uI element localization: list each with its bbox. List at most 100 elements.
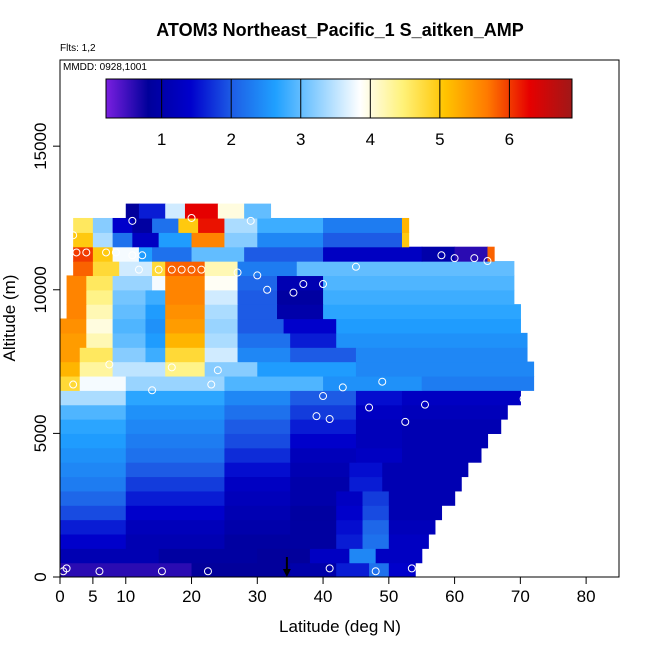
heatmap-cell [375,548,423,564]
heatmap-cell [145,332,166,348]
heatmap-cell [125,519,226,535]
heatmap-cell [165,289,206,305]
colorbar-tick-label: 3 [296,130,305,149]
heatmap-cell [382,476,462,492]
colorbar-tick-label: 1 [157,130,166,149]
heatmap-cell [145,318,166,334]
heatmap-cell [132,217,153,233]
heatmap-cell [60,347,81,363]
heatmap-cell [290,404,357,420]
heatmap-cell [204,332,239,348]
heatmap-cell [224,419,291,434]
heatmap-cell [349,462,383,478]
observation-point [167,265,176,274]
y-axis: 0 5000 10000 15000 [31,123,60,582]
observation-point [325,564,334,573]
observation-point [325,415,334,424]
x-axis: 0 5 10 20 30 40 50 60 70 80 [55,577,596,606]
heatmap-cell [388,505,443,521]
heatmap-cell [145,304,166,320]
heatmap-cell [204,261,239,277]
heatmap-cell [290,490,337,506]
heatmap-cell [257,232,324,248]
heatmap-cell [224,476,291,492]
observation-points [60,213,528,576]
heatmap-cell [224,533,291,549]
heatmap-cell [290,519,337,535]
heatmap-cell [224,462,291,478]
heatmap-cell [60,390,127,406]
heatmap-cell [257,217,324,233]
observation-point [437,251,446,260]
heatmap-cell [224,433,291,449]
heatmap-cell [112,217,133,233]
heatmap-cell [79,375,127,391]
heatmap-cell [112,275,153,291]
heatmap-cell [60,562,193,577]
heatmap-cell [204,289,239,305]
colorbar-tick-label: 5 [435,130,444,149]
heatmap-cell [336,332,528,348]
observation-point [197,265,206,274]
heatmap-cell [217,203,245,219]
heatmap-cell [323,289,515,305]
heatmap-cell [362,533,390,549]
heatmap-cell [244,203,272,219]
heatmap-cell [125,505,226,521]
heatmap-cell [290,419,357,434]
heatmap-cell [66,275,87,291]
observation-point [72,248,81,257]
y-tick-label: 15000 [31,123,50,170]
x-tick-label: 5 [88,587,97,606]
observation-point [299,280,308,289]
observation-point [82,248,91,257]
observation-point [177,265,186,274]
heatmap-cell [290,462,350,478]
observation-point [289,288,298,297]
colorbar-tick-label: 2 [226,130,235,149]
heatmap-cell [86,275,114,291]
observation-point [263,285,272,294]
heatmap-cell [336,505,364,521]
heatmap-cell [290,447,357,463]
heatmap-cell [257,361,357,377]
observation-point [148,386,157,395]
heatmap-cell [178,217,199,233]
heatmap-cell [79,361,114,377]
chart-title: ATOM3 Northeast_Pacific_1 S_aitken_AMP [156,20,523,40]
heatmap-cell [73,261,94,277]
heatmap-cell [237,289,278,305]
heatmap-cell [237,318,285,334]
heatmap-cell [336,519,364,535]
heatmap-cell [60,548,160,564]
heatmap-cell [290,390,357,406]
heatmap-cell [454,246,489,262]
observation-point [253,271,262,280]
y-tick-label: 5000 [31,414,50,452]
heatmap-cell [132,232,160,248]
colorbar-ticks: 1 2 3 4 5 6 [157,79,514,149]
heatmap-cell [125,390,226,406]
heatmap-cell [145,289,166,305]
heatmap-cell [382,462,469,478]
heatmap-cell [112,289,147,305]
location-marker [282,557,291,577]
observation-point [207,380,216,389]
heatmap-cell [355,404,403,420]
heatmap-cell [73,232,94,248]
heatmap-cell [204,304,239,320]
heatmap-cell [323,275,515,291]
observation-point [407,564,416,573]
heatmap-cell [165,203,186,219]
heatmap-cell [60,533,127,549]
heatmap-cell [112,232,133,248]
observation-point [213,366,222,375]
x-tick-label: 30 [248,587,267,606]
heatmap-cell [336,318,521,334]
heatmap-cell [349,476,383,492]
heatmap-cell [112,361,166,377]
heatmap-cell [224,519,291,535]
heatmap-cell [112,347,147,363]
observation-point [105,360,114,369]
